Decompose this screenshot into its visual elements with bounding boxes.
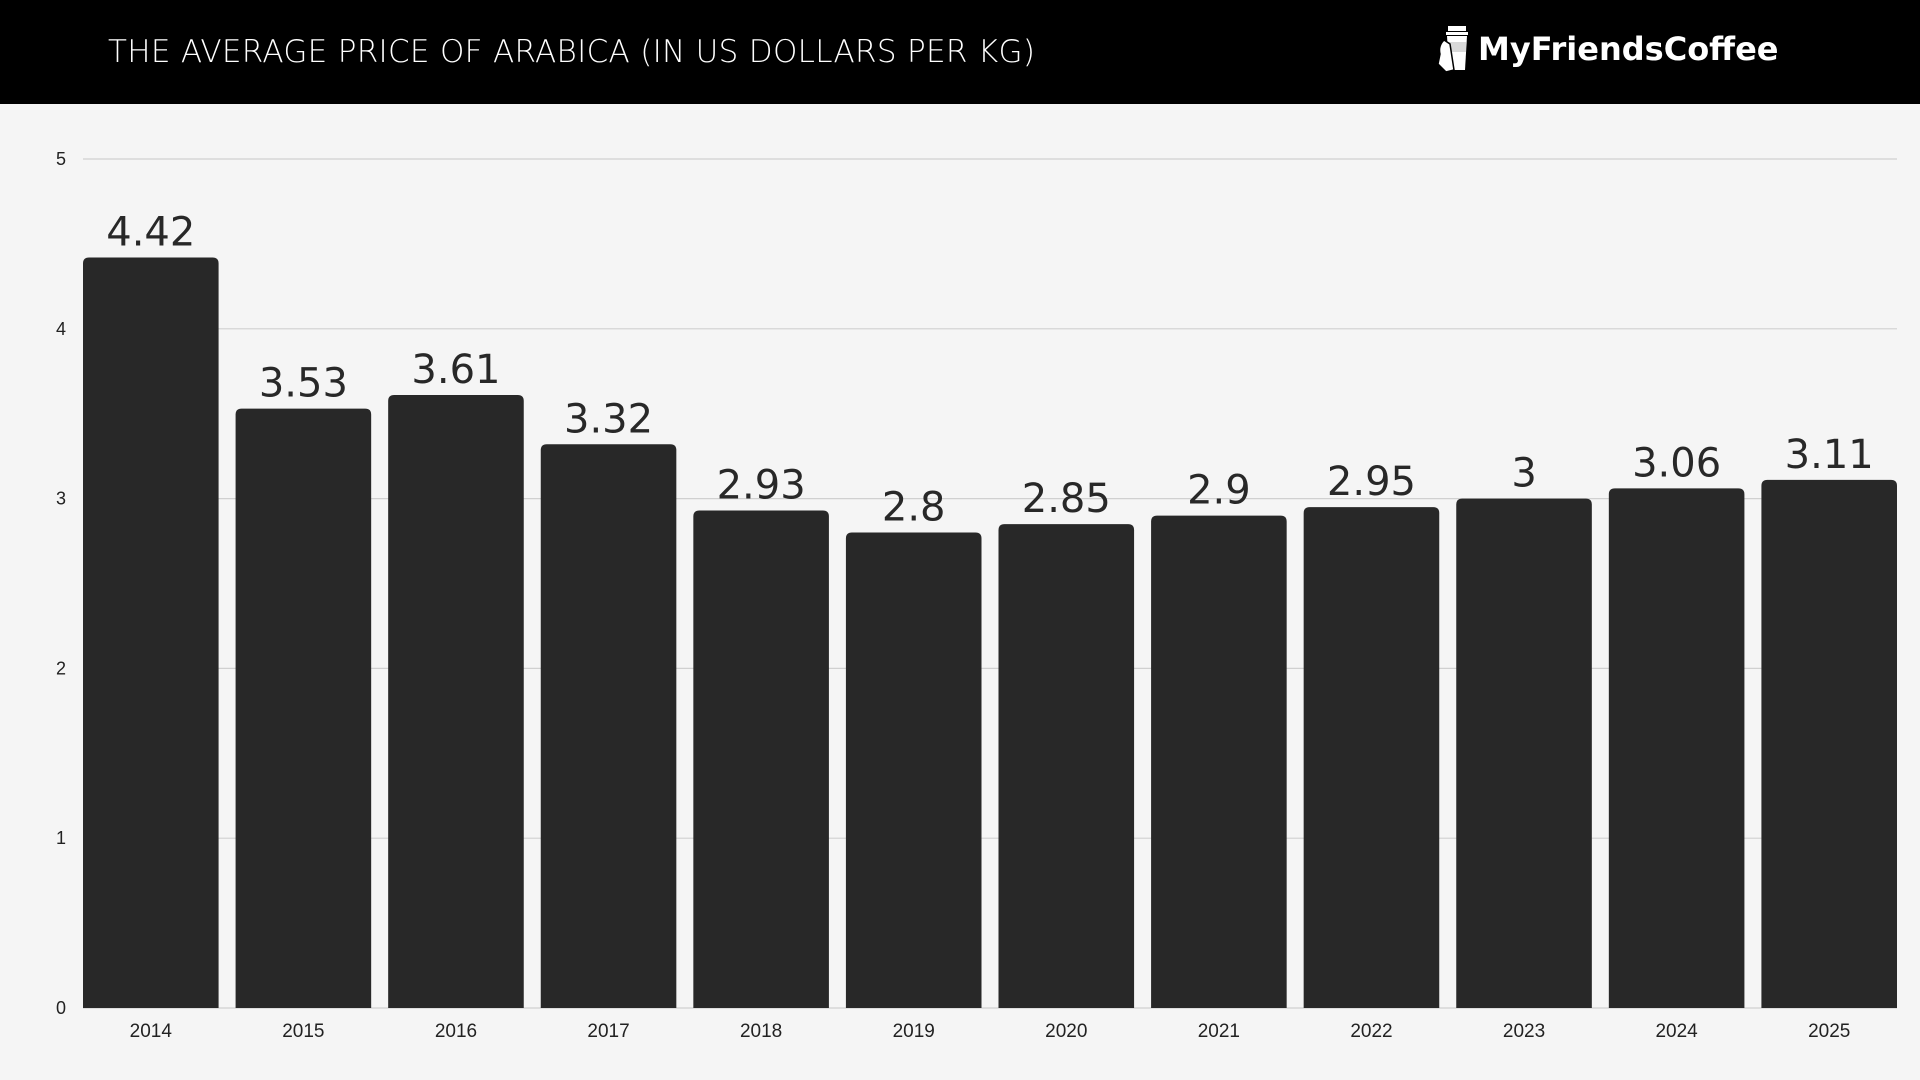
- x-tick-label: 2025: [1808, 1021, 1850, 1042]
- data-label: 3: [1511, 451, 1536, 497]
- y-tick-label: 5: [56, 149, 66, 169]
- x-tick-label: 2014: [130, 1021, 173, 1042]
- x-tick-label: 2021: [1198, 1021, 1240, 1042]
- y-tick-label: 2: [56, 658, 66, 678]
- bar: [998, 524, 1135, 1008]
- data-label: 3.32: [564, 396, 653, 442]
- x-tick-label: 2016: [435, 1021, 477, 1042]
- data-label: 2.95: [1327, 459, 1416, 505]
- data-label: 2.8: [882, 485, 946, 531]
- chart-title: THE AVERAGE PRICE OF ARABICA (IN US DOLL…: [108, 34, 1036, 70]
- x-tick-label: 2024: [1655, 1021, 1698, 1042]
- data-label: 3.61: [411, 347, 500, 393]
- logo[interactable]: MyFriendsCoffee: [1436, 24, 1779, 74]
- x-tick-label: 2023: [1503, 1021, 1545, 1042]
- x-tick-label: 2018: [740, 1021, 782, 1042]
- x-tick-label: 2015: [282, 1021, 324, 1042]
- bar: [1608, 488, 1745, 1008]
- x-tick-label: 2020: [1045, 1021, 1087, 1042]
- y-tick-label: 4: [56, 319, 66, 339]
- x-tick-label: 2017: [587, 1021, 629, 1042]
- coffee-cup-in-hand-icon: [1437, 26, 1468, 73]
- bar: [235, 408, 372, 1009]
- data-label: 2.93: [717, 462, 806, 508]
- bar: [693, 510, 829, 1008]
- data-label: 2.9: [1187, 468, 1251, 514]
- y-tick-label: 0: [56, 998, 66, 1018]
- bar: [540, 444, 677, 1008]
- bar: [845, 532, 982, 1008]
- x-tick-label: 2022: [1350, 1021, 1392, 1042]
- bar: [1303, 507, 1440, 1008]
- bar: [1151, 515, 1287, 1008]
- x-tick-label: 2019: [893, 1021, 935, 1042]
- header: THE AVERAGE PRICE OF ARABICA (IN US DOLL…: [0, 0, 1920, 104]
- data-label: 3.06: [1632, 440, 1721, 486]
- bar: [388, 395, 524, 1009]
- data-label: 4.42: [106, 209, 195, 255]
- data-label: 2.85: [1022, 476, 1111, 522]
- data-label: 3.11: [1785, 432, 1874, 478]
- data-label: 3.53: [259, 361, 348, 407]
- y-tick-label: 3: [56, 489, 66, 509]
- y-tick-label: 1: [56, 828, 66, 848]
- bar: [1761, 479, 1897, 1008]
- logo-text: MyFriendsCoffee: [1478, 30, 1779, 68]
- bar: [83, 257, 219, 1008]
- bar: [1456, 498, 1592, 1008]
